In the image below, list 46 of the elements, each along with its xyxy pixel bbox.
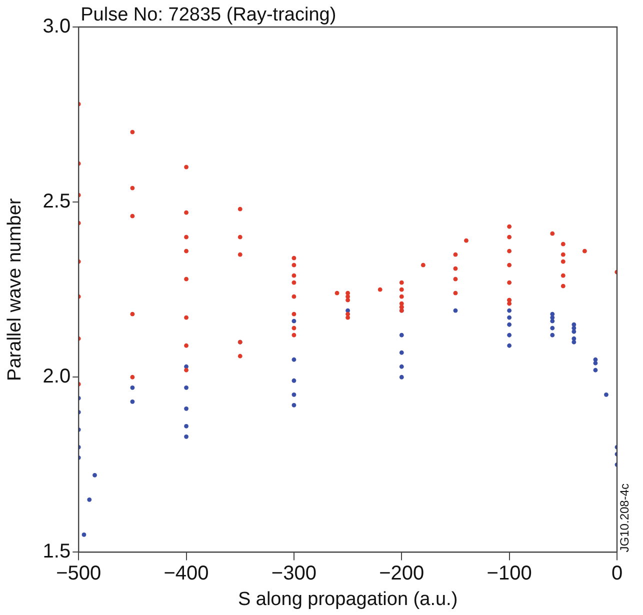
x-axis-title: S along propagation (a.u.) xyxy=(238,588,458,610)
y-tick-label: 2.0 xyxy=(42,366,71,388)
point xyxy=(82,532,86,537)
point xyxy=(92,472,97,478)
point xyxy=(399,374,404,380)
point xyxy=(593,368,598,372)
point xyxy=(130,399,135,404)
x-tick-label: −200 xyxy=(379,562,424,585)
y-tick-label: 3.0 xyxy=(42,16,71,38)
point xyxy=(550,332,555,338)
point xyxy=(550,318,555,324)
point xyxy=(572,329,576,334)
x-tick-label: 0 xyxy=(611,562,623,585)
point xyxy=(604,392,608,397)
point xyxy=(184,406,188,411)
point xyxy=(130,385,135,390)
point xyxy=(292,402,296,408)
point xyxy=(292,378,296,383)
x-tick-label: −300 xyxy=(271,562,316,585)
point xyxy=(572,340,576,344)
point xyxy=(507,315,512,320)
point xyxy=(87,497,92,502)
x-tick-label: −400 xyxy=(164,562,209,585)
point xyxy=(507,343,512,348)
y-tick-label: 2.5 xyxy=(42,190,71,213)
y-tick-label: 1.5 xyxy=(42,540,71,563)
point xyxy=(507,308,512,313)
text: JG10.208-4c xyxy=(617,483,632,552)
x-tick-label: −100 xyxy=(486,562,532,585)
point xyxy=(292,357,296,362)
point xyxy=(184,385,188,390)
point xyxy=(550,326,555,330)
point xyxy=(292,392,296,397)
point xyxy=(184,424,188,428)
point xyxy=(453,308,458,313)
point xyxy=(292,318,296,324)
point xyxy=(184,434,188,439)
point xyxy=(507,332,512,338)
point xyxy=(507,322,512,327)
point xyxy=(399,364,404,369)
point xyxy=(399,332,404,338)
x-tick-label: −500 xyxy=(56,562,102,585)
point xyxy=(593,360,598,366)
chart-title: Pulse No: 72835 (Ray-tracing) xyxy=(80,4,336,26)
y-axis-title: Parallel wave number xyxy=(4,198,26,381)
point xyxy=(399,350,404,355)
